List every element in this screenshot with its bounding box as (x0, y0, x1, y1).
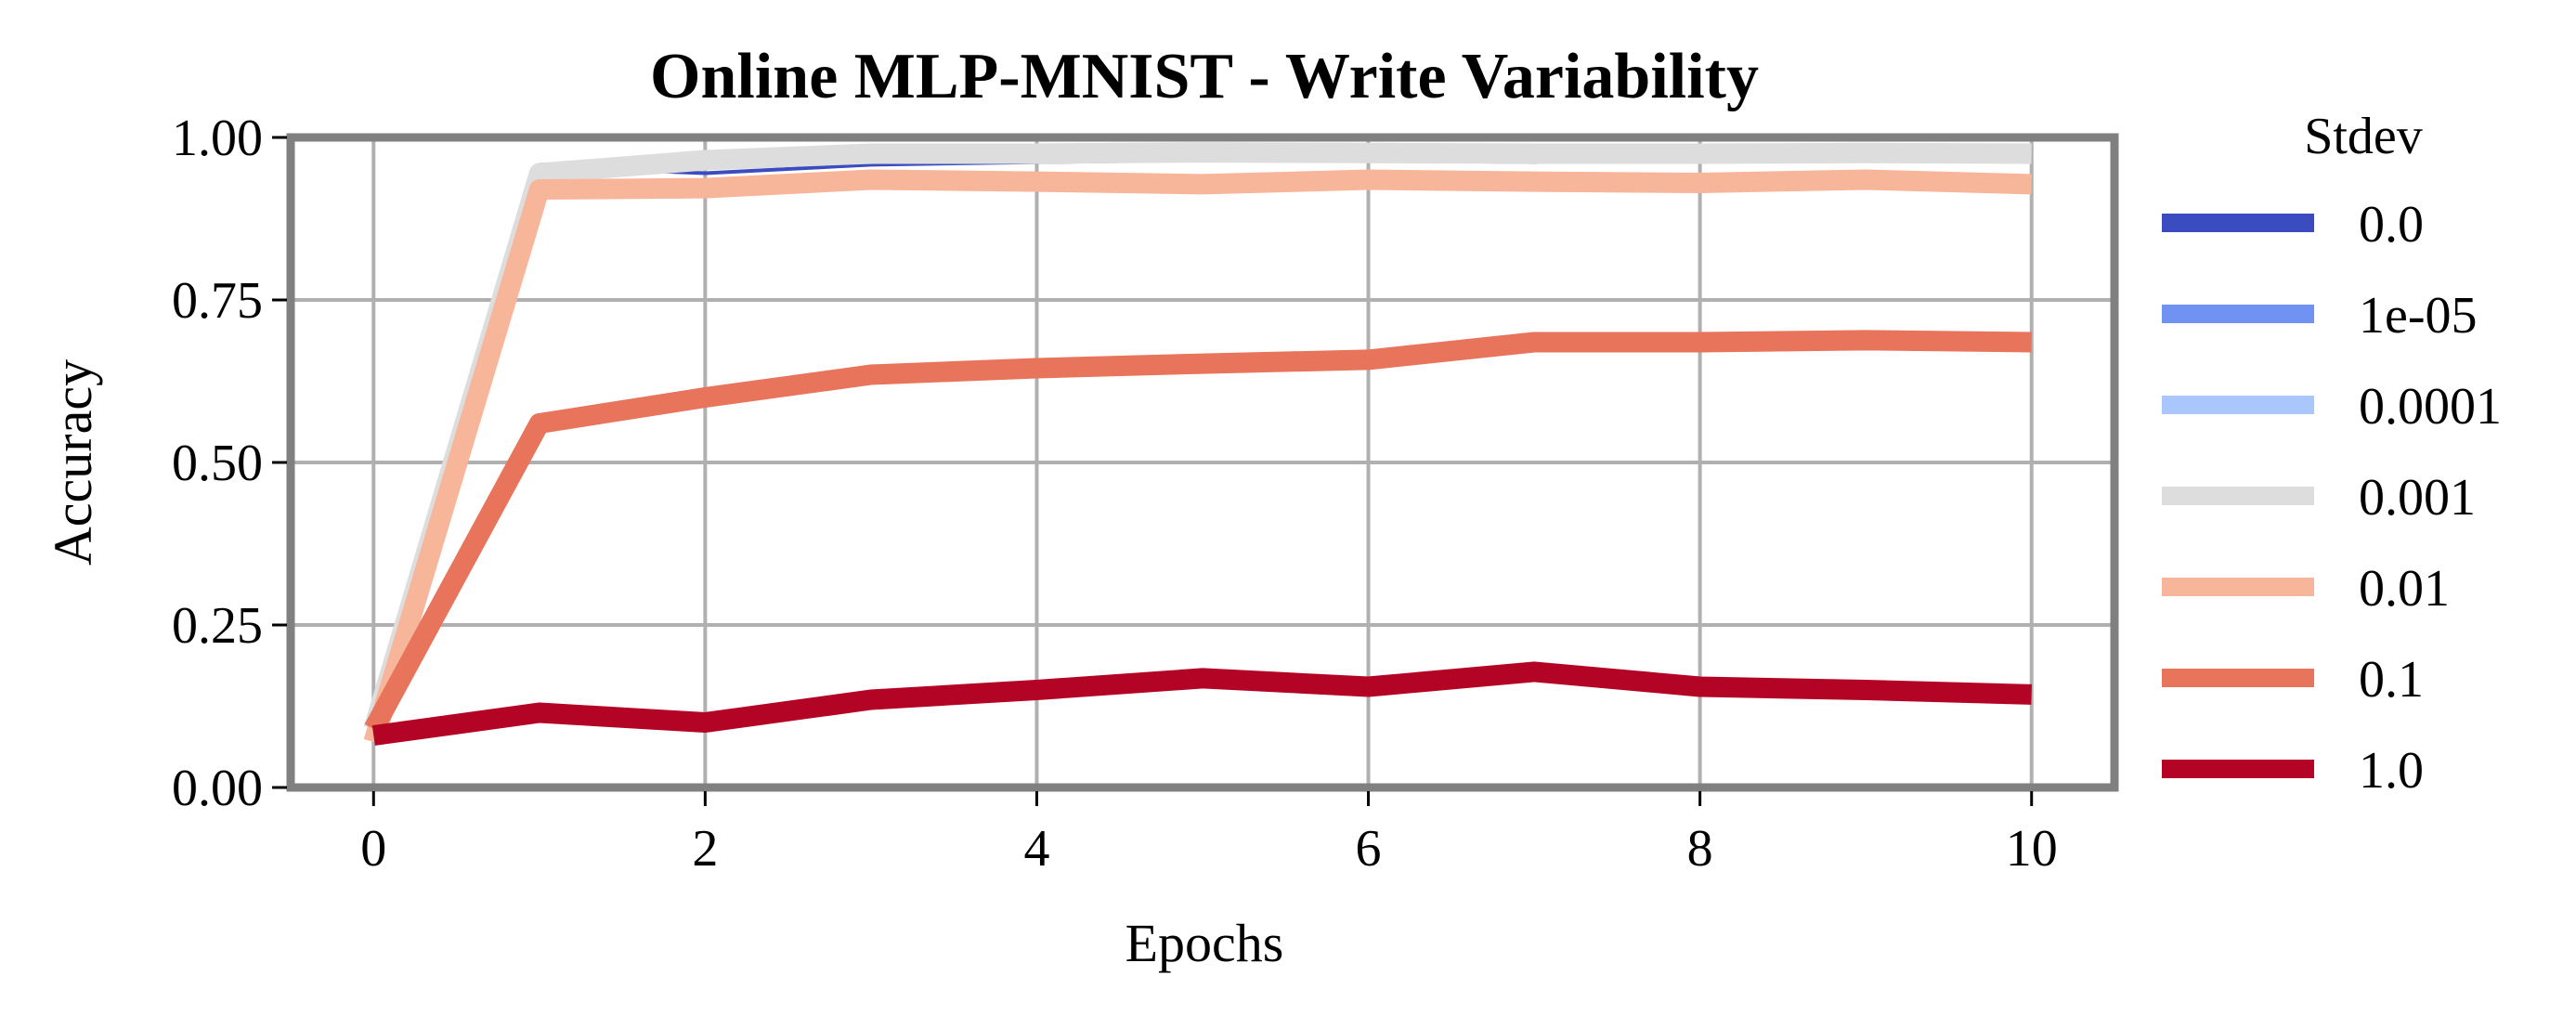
series-line-3 (371, 155, 2032, 723)
x-tick-label: 8 (1687, 820, 1713, 878)
legend-label: 1e-05 (2359, 287, 2478, 345)
legend-label: 0.0 (2359, 196, 2424, 254)
series-line-6 (364, 330, 2032, 735)
x-tick-label: 2 (692, 820, 718, 878)
x-axis: 0 2 4 6 8 10 (360, 791, 2058, 878)
chart-title: Online MLP-MNIST - Write Variability (650, 41, 1759, 112)
y-tick-label: 0.25 (172, 597, 263, 655)
series-line-7 (371, 661, 2033, 746)
legend-label: 0.1 (2359, 651, 2424, 709)
y-tick-label: 0.00 (172, 760, 263, 817)
x-tick-label: 0 (360, 820, 386, 878)
y-axis-label: Accuracy (43, 359, 103, 566)
legend-label: 1.0 (2359, 742, 2424, 800)
y-tick-label: 0.75 (172, 272, 263, 330)
y-tick-label: 1.00 (172, 110, 263, 167)
legend-title: Stdev (2304, 108, 2423, 165)
series-line-2 (371, 155, 2032, 723)
legend: Stdev 0.0 1e-05 0.0001 0.001 0.01 0.1 1.0 (2162, 108, 2502, 800)
series-lines (363, 142, 2033, 746)
x-axis-label: Epochs (1125, 913, 1284, 973)
x-tick-label: 6 (1356, 820, 1382, 878)
series-line-4 (363, 142, 2032, 733)
legend-label: 0.0001 (2359, 378, 2502, 436)
x-tick-label: 4 (1023, 820, 1049, 878)
series-line-1 (371, 156, 2032, 723)
legend-label: 0.001 (2359, 469, 2476, 527)
y-axis: 0.00 0.25 0.50 0.75 1.00 (172, 110, 287, 817)
legend-label: 0.01 (2359, 560, 2450, 618)
plot-frame (286, 133, 2119, 792)
series-line-5 (363, 169, 2033, 746)
x-tick-label: 10 (2006, 820, 2058, 878)
y-tick-label: 0.50 (172, 435, 263, 492)
